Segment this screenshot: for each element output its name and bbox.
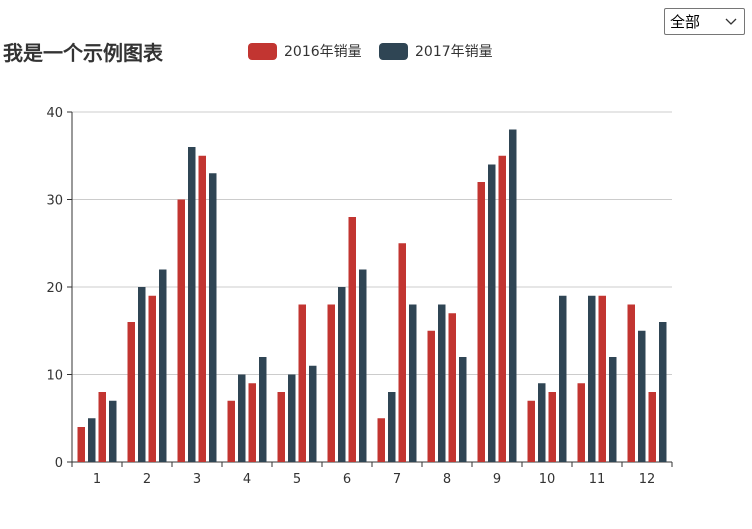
y-tick-label: 30 [46, 194, 63, 209]
bar[interactable] [127, 322, 136, 462]
bar[interactable] [209, 173, 217, 462]
legend-label[interactable]: 2017年销量 [415, 44, 493, 60]
bar[interactable] [77, 427, 86, 462]
bar[interactable] [148, 295, 157, 462]
bar[interactable] [159, 269, 167, 463]
bar[interactable] [598, 295, 607, 462]
bar[interactable] [498, 155, 507, 462]
bar[interactable] [238, 374, 246, 463]
bar[interactable] [477, 182, 486, 462]
bar[interactable] [527, 400, 536, 462]
x-tick-label: 10 [539, 472, 556, 487]
chart-title: 我是一个示例图表 [3, 41, 163, 65]
bar[interactable] [427, 330, 436, 462]
bar[interactable] [288, 374, 296, 463]
bar[interactable] [459, 357, 467, 462]
year-filter-selected-value: 全部 [670, 13, 701, 31]
x-tick-label: 2 [143, 472, 151, 487]
x-tick-label: 12 [639, 472, 656, 487]
bar[interactable] [98, 392, 107, 462]
year-filter-select[interactable]: 全部 [664, 8, 745, 35]
bar[interactable] [298, 304, 307, 463]
bar[interactable] [638, 330, 646, 462]
x-tick-label: 7 [393, 472, 401, 487]
bar[interactable] [488, 164, 496, 463]
bar[interactable] [277, 392, 286, 462]
bar[interactable] [559, 295, 567, 462]
bar[interactable] [659, 322, 667, 462]
x-tick-label: 8 [443, 472, 451, 487]
bar[interactable] [109, 400, 117, 462]
legend-swatch[interactable] [248, 43, 277, 60]
x-tick-label: 3 [193, 472, 201, 487]
bar[interactable] [509, 129, 517, 463]
legend-label[interactable]: 2016年销量 [284, 44, 362, 60]
bar[interactable] [338, 287, 346, 462]
y-tick-label: 10 [46, 369, 63, 384]
bar[interactable] [248, 383, 257, 462]
bar[interactable] [409, 304, 417, 463]
bar[interactable] [198, 155, 207, 462]
bar[interactable] [548, 392, 557, 462]
bar[interactable] [538, 383, 546, 462]
bar[interactable] [138, 287, 146, 462]
bar[interactable] [88, 418, 96, 462]
bar[interactable] [648, 392, 657, 462]
x-tick-label: 11 [589, 472, 606, 487]
y-tick-label: 20 [46, 281, 63, 296]
bar[interactable] [388, 392, 396, 462]
bar[interactable] [348, 217, 357, 462]
bar[interactable] [448, 313, 457, 462]
x-tick-label: 5 [293, 472, 301, 487]
bar[interactable] [588, 295, 596, 462]
y-tick-label: 0 [55, 456, 63, 471]
bar[interactable] [188, 147, 196, 462]
x-tick-label: 6 [343, 472, 351, 487]
x-tick-label: 1 [93, 472, 101, 487]
legend-swatch[interactable] [379, 43, 408, 60]
bar[interactable] [627, 304, 636, 463]
bar[interactable] [577, 383, 586, 462]
bar[interactable] [377, 418, 386, 462]
bar[interactable] [259, 357, 267, 462]
bar[interactable] [327, 304, 336, 463]
bar[interactable] [609, 357, 617, 462]
bar[interactable] [309, 365, 317, 462]
bar[interactable] [438, 304, 446, 463]
x-tick-label: 9 [493, 472, 501, 487]
chevron-down-icon [725, 18, 737, 25]
bar[interactable] [177, 199, 186, 463]
bar[interactable] [398, 243, 407, 462]
bar[interactable] [227, 400, 236, 462]
bar[interactable] [359, 269, 367, 463]
y-tick-label: 40 [46, 106, 63, 121]
x-tick-label: 4 [243, 472, 251, 487]
